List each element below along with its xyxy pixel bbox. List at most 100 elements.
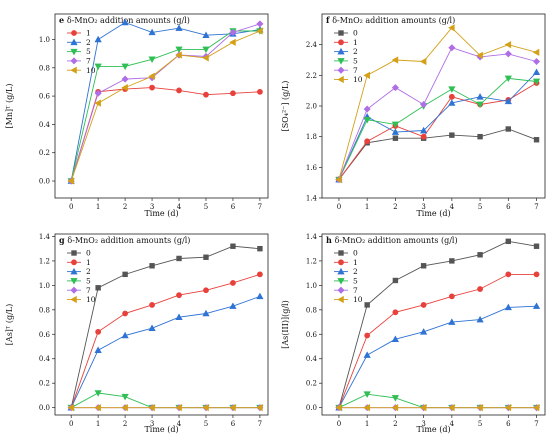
- y-tick-label: 0.0: [39, 178, 50, 186]
- legend-marker: [70, 267, 78, 275]
- x-tick-label: 6: [506, 203, 511, 211]
- data-point: [94, 346, 102, 353]
- y-tick-label: 1.4: [306, 233, 318, 241]
- data-point: [505, 271, 512, 278]
- data-point: [420, 133, 427, 140]
- y-tick-label: 1.6: [306, 164, 318, 172]
- legend-entry: 5: [67, 47, 91, 56]
- x-axis-title: Time (d): [144, 209, 178, 218]
- legend-entry: 5: [67, 277, 91, 286]
- data-point: [364, 302, 370, 308]
- y-tick-label: 0.6: [39, 93, 51, 101]
- data-point: [532, 78, 541, 86]
- plot-frame: [54, 233, 269, 416]
- x-tick-label: 3: [421, 420, 425, 428]
- data-point: [121, 75, 129, 83]
- x-tick-label: 6: [231, 203, 236, 211]
- series-2: [335, 302, 541, 411]
- data-point: [420, 328, 428, 335]
- data-point: [448, 24, 455, 32]
- y-tick-label: 0.4: [39, 121, 51, 129]
- data-point: [532, 68, 541, 76]
- data-point: [476, 315, 484, 323]
- data-point: [363, 404, 370, 412]
- legend-marker: [337, 47, 345, 55]
- legend-marker: [71, 259, 77, 266]
- y-tick-label: 0.2: [306, 380, 317, 388]
- data-point: [448, 99, 456, 106]
- data-point: [477, 286, 483, 292]
- data-point: [256, 20, 264, 28]
- data-point: [420, 263, 427, 269]
- legend-marker: [70, 278, 78, 285]
- y-tick-label: 0.8: [39, 306, 50, 314]
- y-axis-title: [As(III)](g/l): [281, 300, 290, 348]
- legend-marker: [338, 250, 344, 256]
- data-point: [175, 51, 182, 59]
- legend-label: 2: [353, 47, 358, 56]
- legend-entry: 2: [334, 267, 358, 276]
- y-tick-label: 0.4: [306, 355, 318, 363]
- series-10: [335, 24, 540, 184]
- data-point: [420, 100, 428, 108]
- data-point: [532, 302, 541, 309]
- legend-label: 2: [86, 267, 91, 276]
- x-tick-label: 2: [393, 203, 397, 211]
- x-tick-label: 4: [177, 420, 182, 428]
- data-point: [449, 132, 455, 138]
- data-point: [448, 293, 455, 300]
- legend-label: 7: [353, 66, 358, 75]
- legend-label: 5: [86, 277, 91, 286]
- data-point: [420, 302, 427, 308]
- y-tick-label: 1.2: [306, 257, 317, 265]
- y-tick-label: 2.4: [306, 41, 318, 49]
- data-point: [94, 35, 102, 43]
- legend-entry: 10: [334, 295, 363, 304]
- data-point: [149, 84, 155, 91]
- legend-marker: [70, 48, 78, 56]
- data-point: [504, 41, 512, 49]
- data-point: [533, 271, 540, 278]
- y-tick-label: 0.4: [39, 355, 51, 363]
- series-line: [70, 273, 261, 408]
- data-point: [230, 90, 236, 97]
- series-7: [335, 44, 541, 184]
- plot-frame: [321, 233, 546, 416]
- data-point: [335, 175, 342, 184]
- legend-entry: 10: [67, 66, 96, 75]
- data-point: [391, 395, 400, 402]
- data-point: [176, 255, 182, 262]
- x-tick-label: 2: [123, 420, 127, 428]
- data-point: [505, 238, 512, 245]
- data-point: [121, 393, 129, 401]
- data-point: [477, 252, 483, 258]
- series-line: [338, 27, 537, 180]
- legend-label: 1: [86, 258, 91, 267]
- x-tick-label: 2: [393, 420, 397, 428]
- data-point: [504, 75, 512, 83]
- data-point: [448, 44, 456, 52]
- legend-marker: [338, 30, 344, 36]
- legend-entry: 2: [67, 38, 91, 47]
- legend-entry: 7: [67, 57, 91, 66]
- data-point: [363, 117, 371, 124]
- series-10: [335, 404, 540, 412]
- x-tick-label: 5: [204, 420, 208, 428]
- y-axis-title: [As]ᵀ (g/L): [5, 304, 14, 345]
- data-point: [176, 87, 182, 94]
- series-10: [67, 27, 263, 185]
- legend-entry: 7: [334, 66, 358, 75]
- panel-letter: g: [59, 235, 67, 245]
- panel-letter: f: [326, 15, 332, 25]
- data-point: [363, 71, 370, 79]
- series-line: [338, 47, 537, 180]
- data-point: [532, 48, 540, 56]
- x-axis-title: Time (d): [416, 209, 450, 218]
- legend-label: 5: [353, 57, 358, 66]
- data-point: [504, 404, 512, 412]
- data-point: [256, 404, 263, 412]
- series-line: [338, 128, 537, 180]
- data-point: [203, 254, 209, 260]
